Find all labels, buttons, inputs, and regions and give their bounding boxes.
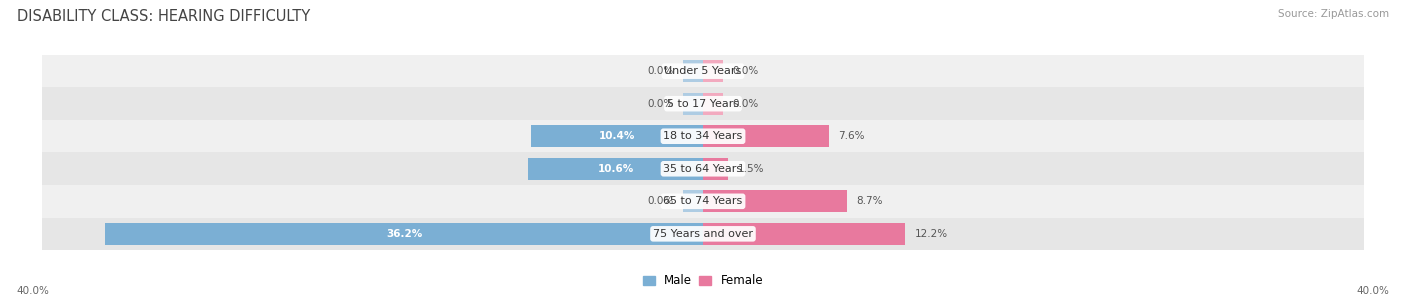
Bar xyxy=(42,120,1364,152)
Text: 40.0%: 40.0% xyxy=(17,286,49,296)
Text: 75 Years and over: 75 Years and over xyxy=(652,229,754,239)
Text: 0.0%: 0.0% xyxy=(733,99,759,109)
Text: DISABILITY CLASS: HEARING DIFFICULTY: DISABILITY CLASS: HEARING DIFFICULTY xyxy=(17,9,311,24)
Text: 35 to 64 Years: 35 to 64 Years xyxy=(664,164,742,174)
Bar xyxy=(105,223,703,245)
Bar xyxy=(703,190,846,212)
Bar xyxy=(703,93,723,115)
Text: 8.7%: 8.7% xyxy=(856,196,883,206)
Bar xyxy=(683,190,703,212)
Text: 5 to 17 Years: 5 to 17 Years xyxy=(666,99,740,109)
Text: 65 to 74 Years: 65 to 74 Years xyxy=(664,196,742,206)
Text: 0.0%: 0.0% xyxy=(647,99,673,109)
Text: 7.6%: 7.6% xyxy=(838,131,865,141)
Bar xyxy=(531,125,703,147)
Text: 0.0%: 0.0% xyxy=(647,196,673,206)
Text: 10.6%: 10.6% xyxy=(598,164,634,174)
Text: Under 5 Years: Under 5 Years xyxy=(665,66,741,76)
Bar xyxy=(703,125,828,147)
Bar xyxy=(683,60,703,82)
Bar xyxy=(683,93,703,115)
Text: 0.0%: 0.0% xyxy=(733,66,759,76)
Legend: Male, Female: Male, Female xyxy=(643,274,763,287)
Text: 36.2%: 36.2% xyxy=(385,229,422,239)
Bar xyxy=(42,55,1364,88)
Bar xyxy=(703,60,723,82)
Text: 18 to 34 Years: 18 to 34 Years xyxy=(664,131,742,141)
Bar xyxy=(703,158,728,180)
Text: 40.0%: 40.0% xyxy=(1357,286,1389,296)
Bar xyxy=(703,223,904,245)
Bar xyxy=(42,152,1364,185)
Bar xyxy=(42,217,1364,250)
Text: 10.4%: 10.4% xyxy=(599,131,636,141)
Text: 0.0%: 0.0% xyxy=(647,66,673,76)
Bar xyxy=(42,185,1364,217)
Bar xyxy=(527,158,703,180)
Bar xyxy=(42,88,1364,120)
Text: 1.5%: 1.5% xyxy=(738,164,765,174)
Text: 12.2%: 12.2% xyxy=(914,229,948,239)
Text: Source: ZipAtlas.com: Source: ZipAtlas.com xyxy=(1278,9,1389,19)
